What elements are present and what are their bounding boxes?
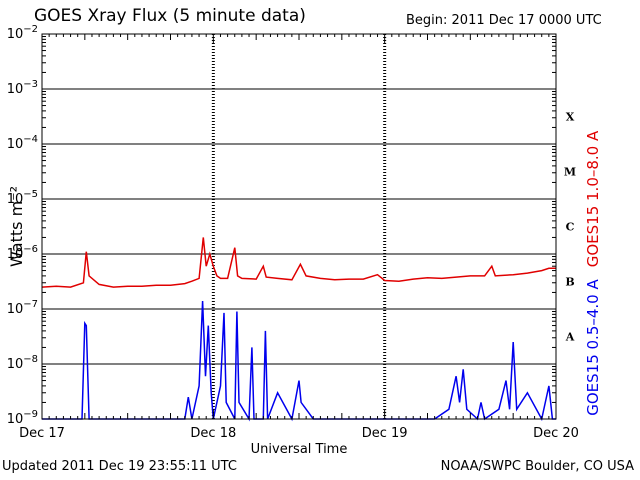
y-tick-label: 10−6 [7,244,38,262]
flare-class-label: M [564,166,576,179]
x-tick-label: Dec 18 [190,426,236,441]
updated-time: Updated 2011 Dec 19 23:55:11 UTC [2,459,237,474]
plot-series [41,237,556,422]
y-tick-label: 10−8 [7,354,38,372]
credit-text: NOAA/SWPC Boulder, CO USA [440,459,634,474]
axis-ticks [41,34,557,420]
x-axis-label: Universal Time [251,442,348,457]
plot-frame [41,33,557,420]
x-tick-label: Dec 20 [533,426,579,441]
legend-entry: GOES15 0.5–4.0 A [584,279,602,416]
series-line [42,300,556,422]
begin-time: Begin: 2011 Dec 17 0000 UTC [406,13,602,28]
y-tick-label: 10−5 [7,189,38,207]
x-tick-label: Dec 19 [362,426,408,441]
flare-class-label: X [566,111,575,124]
plot-grid [42,33,556,420]
y-tick-label: 10−9 [7,409,38,427]
y-tick-label: 10−3 [7,79,38,97]
series-line [41,237,556,288]
axis-labels: 10−9 10−8 10−7 10−6 10−5 10−4 10−3 10−2 Dec 17 De… [7,24,602,457]
legend-entry: GOES15 1.0–8.0 A [584,130,602,267]
x-tick-label: Dec 17 [19,426,65,441]
y-tick-label: 10−4 [7,134,38,152]
y-axis-label: Watts m⁻² [7,186,26,267]
y-tick-label: 10−7 [7,299,38,317]
y-tick-label: 10−2 [7,24,38,42]
flare-class-label: B [565,276,574,289]
flare-class-label: C [566,221,575,234]
flare-class-label: A [565,331,575,344]
chart-title: GOES Xray Flux (5 minute data) [34,6,306,26]
